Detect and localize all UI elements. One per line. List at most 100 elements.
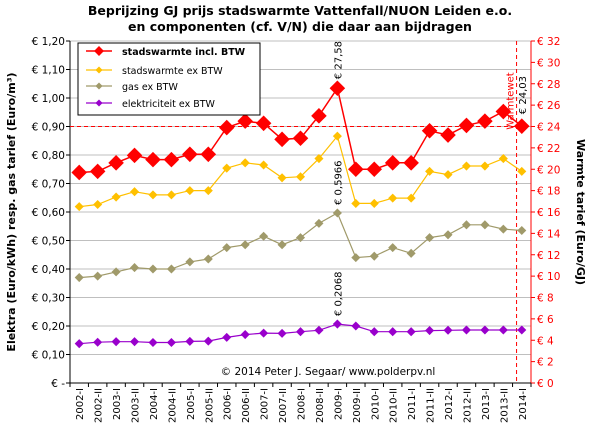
data-point (200, 146, 217, 163)
right-tick-label: € 20 (537, 164, 560, 176)
left-tick-label: € 0,90 (32, 122, 65, 134)
data-point (148, 190, 158, 200)
right-tick-label: € 18 (537, 186, 560, 198)
left-tick-label: € 0,50 (32, 236, 65, 248)
x-tick-label: 2007-I (260, 388, 271, 420)
data-point (240, 158, 250, 168)
x-tick-label: 2003-I (112, 388, 123, 420)
data-point (348, 161, 364, 178)
data-point (461, 161, 471, 171)
right-tick-label: € 8 (537, 293, 554, 305)
data-point (366, 161, 383, 178)
data-point (130, 337, 140, 347)
legend: stadswarmte incl. BTW stadswarmte ex BTW… (77, 42, 261, 116)
data-point (166, 190, 176, 200)
x-tick-label: 2014-I (518, 388, 529, 420)
x-tick-label: 2006-II (241, 388, 252, 423)
data-point (182, 146, 198, 163)
data-point (126, 147, 143, 164)
x-tick-label: 2010-I (370, 388, 381, 420)
right-tick-label: € 32 (537, 36, 560, 48)
data-point (166, 264, 176, 274)
x-tick-label: 2002-II (94, 388, 105, 423)
annotation-label: € 27,58 (333, 41, 344, 79)
data-point (498, 224, 508, 234)
left-tick-label: € 0,70 (32, 179, 65, 191)
x-tick-label: 2013-I (481, 388, 492, 420)
left-tick-label: € 0,10 (32, 350, 65, 362)
data-point (274, 131, 290, 148)
data-point (480, 161, 490, 171)
chart-title: Beprijzing GJ prijs stadswarmte Vattenfa… (88, 3, 512, 18)
data-point (425, 166, 435, 176)
data-point (403, 155, 419, 171)
data-point (240, 330, 250, 340)
left-tick-label: € 0,40 (32, 264, 65, 276)
x-tick-label: 2009-I (333, 388, 344, 420)
legend-item-stadswarmte-incl: stadswarmte incl. BTW (86, 46, 246, 58)
x-tick-label: 2012-II (462, 388, 473, 423)
x-tick-label: 2005-I (186, 388, 197, 420)
data-point (203, 336, 213, 346)
data-point (89, 163, 106, 180)
data-point (259, 231, 269, 241)
data-point (440, 127, 456, 143)
legend-item-stadswarmte-ex: stadswarmte ex BTW (86, 66, 223, 77)
data-point (292, 130, 309, 147)
annotation-label: € 24,03 (518, 76, 529, 114)
data-point (203, 186, 213, 196)
legend-item-elektriciteit: elektriciteit ex BTW (86, 99, 216, 110)
data-point (93, 199, 103, 210)
x-tick-label: 2011-II (426, 388, 437, 423)
data-point (148, 264, 158, 274)
data-point (425, 233, 435, 243)
left-tick-label: € - (51, 378, 65, 390)
left-axis-label: Elektra (Euro/kWh) resp. gas tarief (Eur… (5, 72, 18, 351)
right-tick-label: € 2 (537, 357, 554, 369)
x-tick-label: 2005-II (204, 388, 215, 423)
data-point (259, 160, 269, 170)
x-tick-label: 2013-II (499, 388, 510, 423)
x-tick-label: 2004-I (149, 388, 160, 420)
warmtewet-label: Warmtewet (506, 72, 517, 129)
right-tick-label: € 4 (537, 335, 554, 347)
right-tick-label: € 0 (537, 378, 554, 390)
right-tick-label: € 28 (537, 79, 560, 91)
data-point (240, 240, 250, 250)
x-tick-label: 2009-II (352, 388, 363, 423)
x-tick-label: 2003-II (131, 388, 142, 423)
data-point (443, 230, 453, 240)
legend-label-stadswarmte-ex: stadswarmte ex BTW (122, 66, 223, 77)
right-tick-label: € 6 (537, 314, 554, 326)
legend-label-elektriciteit: elektriciteit ex BTW (122, 99, 216, 110)
left-tick-label: € 1,00 (32, 93, 65, 105)
data-point (406, 248, 416, 258)
annotation-label: € 0,2068 (333, 272, 344, 317)
x-tick-label: 2011-I (407, 388, 418, 420)
right-tick-label: € 22 (537, 143, 560, 155)
x-tick-label: 2012-I (444, 388, 455, 420)
data-point (443, 170, 453, 180)
data-point (185, 257, 195, 267)
credit-text: © 2014 Peter J. Segaar/ www.polderpv.nl (221, 366, 436, 378)
legend-item-gas: gas ex BTW (86, 82, 178, 93)
legend-label-gas: gas ex BTW (122, 82, 178, 93)
data-point (480, 220, 490, 230)
data-point (74, 273, 84, 283)
x-tick-label: 2010-II (389, 388, 400, 423)
data-point (93, 271, 103, 281)
data-point (517, 325, 527, 335)
legend-label-stadswarmte-incl: stadswarmte incl. BTW (122, 47, 246, 58)
data-point (185, 186, 195, 196)
data-point (166, 338, 176, 348)
data-point (218, 119, 235, 136)
data-point (163, 151, 180, 168)
data-point (384, 155, 401, 171)
data-point (237, 113, 253, 129)
right-tick-label: € 10 (537, 271, 560, 283)
x-tick-label: 2007-II (278, 388, 289, 423)
chart-subtitle: en componenten (cf. V/N) die daar aan bi… (128, 19, 472, 34)
data-point (74, 202, 84, 212)
data-point (148, 338, 158, 348)
plot-area: € - € 0,10 € 0,20 € 0,30 € 0,40 € 0,50 € 0,60 €… (32, 36, 561, 423)
